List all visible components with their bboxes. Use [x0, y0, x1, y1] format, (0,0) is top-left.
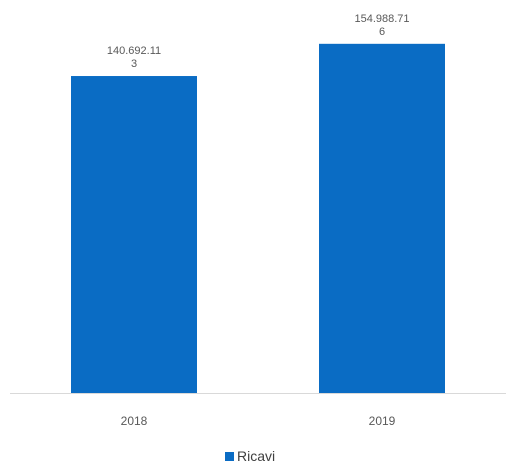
bar-2018	[71, 76, 197, 394]
data-labels-group: 140.692.113 154.988.716	[107, 13, 410, 70]
bar-2019	[319, 43, 445, 393]
bars-group	[71, 43, 445, 394]
legend-label-ricavi: Ricavi	[237, 448, 275, 464]
x-tick-label-2018: 2018	[121, 414, 148, 428]
data-label-2018-line-2: 3	[131, 58, 137, 70]
x-tick-labels-group: 2018 2019	[121, 414, 396, 428]
data-label-2018-line-1: 140.692.11	[107, 45, 161, 57]
data-label-2019-line-1: 154.988.71	[354, 13, 409, 25]
x-tick-label-2019: 2019	[369, 414, 396, 428]
legend-swatch-ricavi	[225, 452, 234, 461]
legend: Ricavi	[225, 448, 275, 464]
data-label-2019-line-2: 6	[379, 26, 385, 38]
